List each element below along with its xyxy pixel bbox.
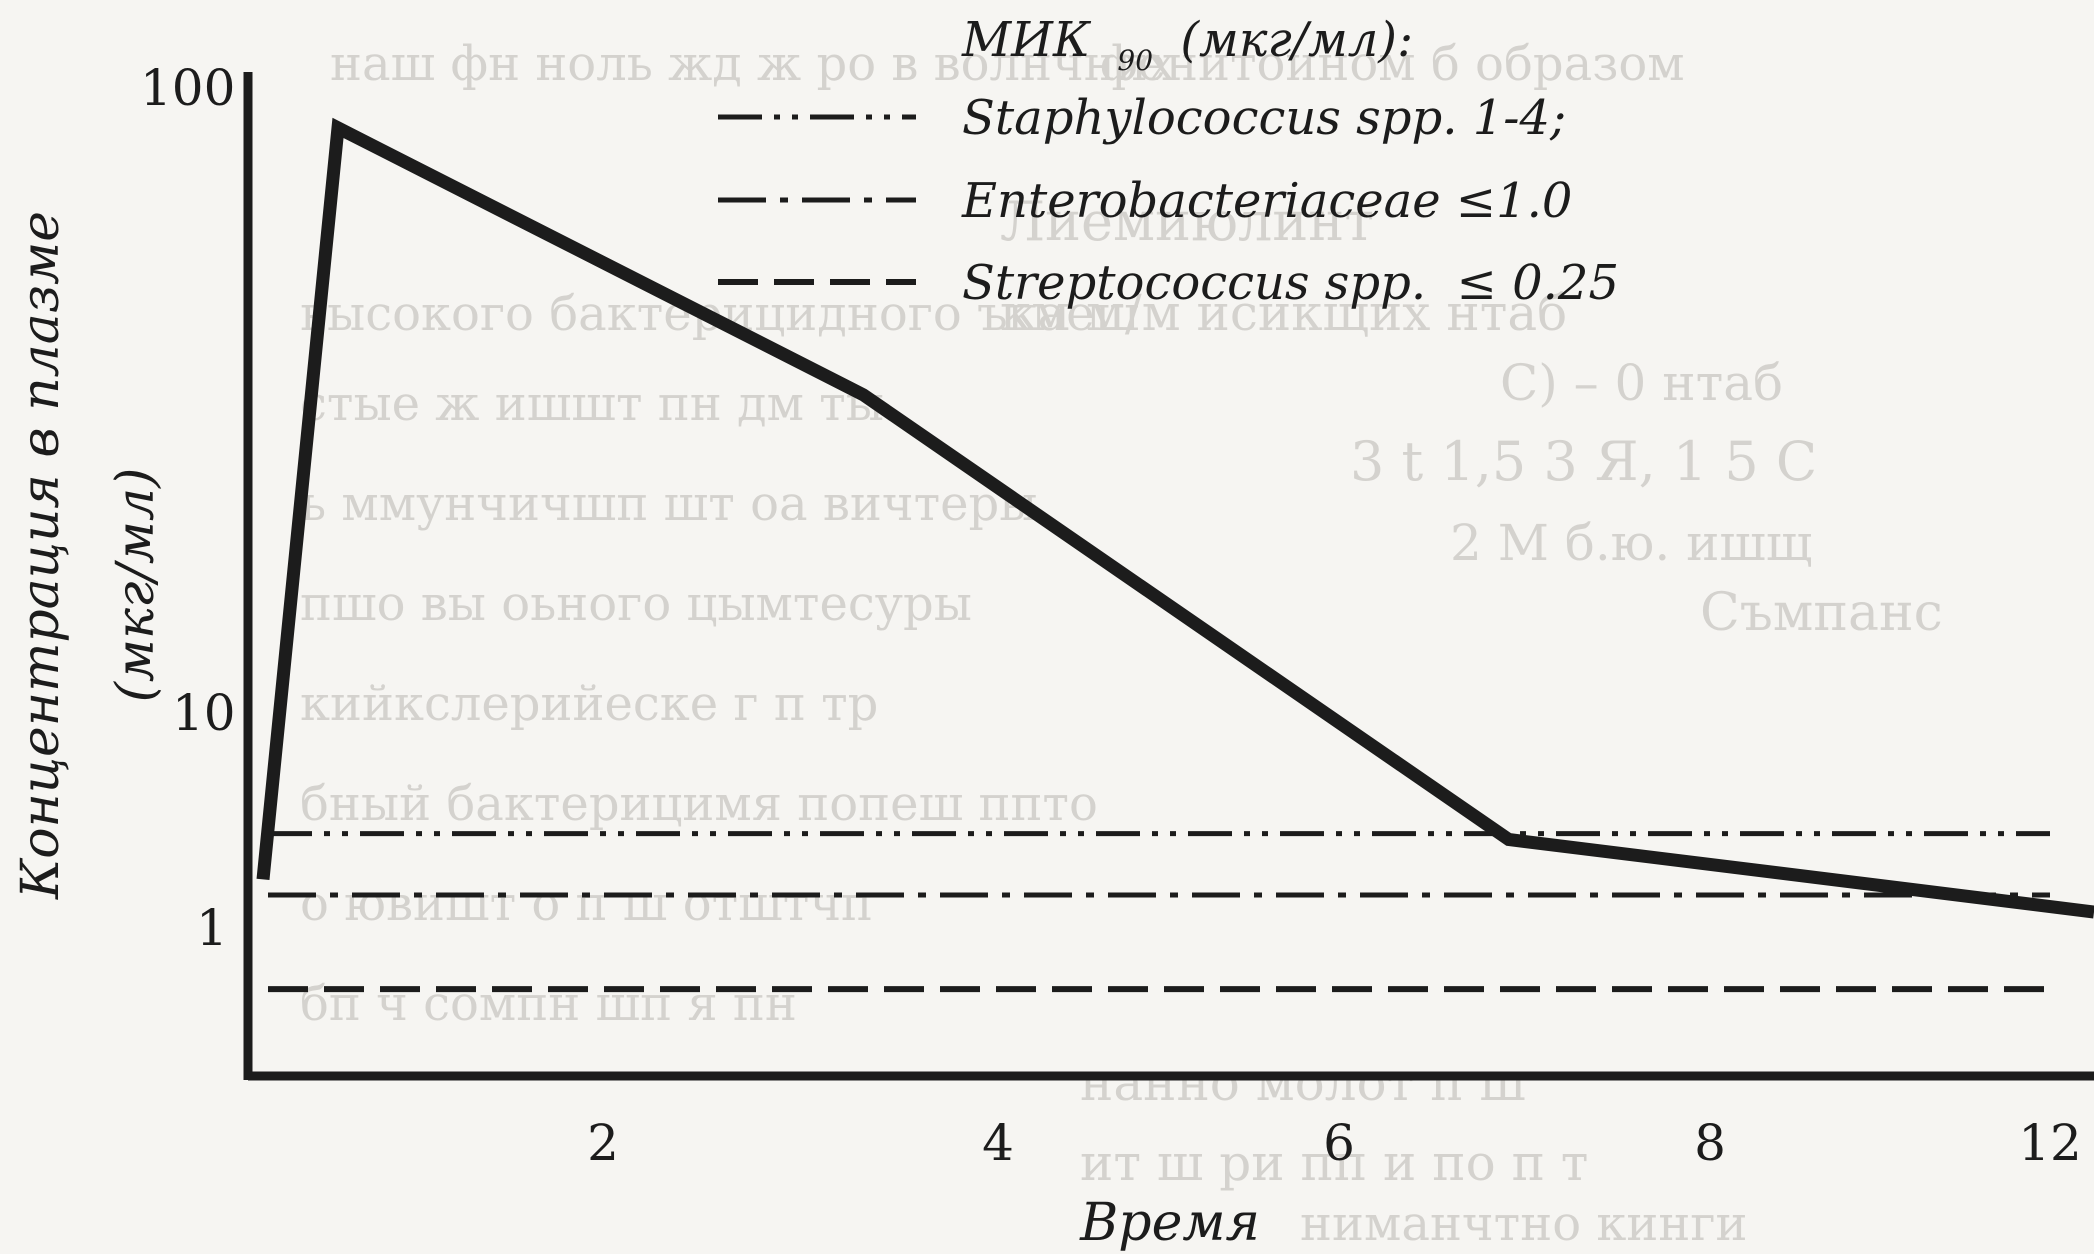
svg-text:3 t 1,5 3 Я, 1 5 С: 3 t 1,5 3 Я, 1 5 С	[1350, 430, 1817, 493]
x-tick-label: 12	[2018, 1114, 2082, 1172]
svg-text:бный бактерицимя попеш ппто: бный бактерицимя попеш ппто	[300, 776, 1098, 832]
svg-text:Лиемиюлинт: Лиемиюлинт	[1000, 190, 1374, 253]
x-tick-label: 6	[1323, 1114, 1355, 1172]
concentration-line	[256, 117, 2094, 919]
y-tick-labels: 100 10 1	[140, 59, 236, 957]
svg-text:ниманчтно кинги: ниманчтно кинги	[1300, 1196, 1748, 1252]
svg-text:ит ш ри пп и по п т: ит ш ри пп и по п т	[1080, 1134, 1588, 1192]
x-tick-label: 8	[1694, 1114, 1726, 1172]
x-axis-label: Время	[1079, 1193, 1260, 1253]
y-axis-label: Концентрация в плазме	[11, 211, 71, 900]
y-tick-label: 100	[140, 59, 235, 117]
y-axis-label-units: (мкг/мл)	[106, 468, 166, 703]
legend: МИК 90 (мкг/мл): Staphylococcus spp. 1-4…	[718, 12, 1619, 311]
legend-title-subscript: 90	[1117, 44, 1153, 77]
legend-label-enterobacteriaceae: Enterobacteriaceae ≤1.0	[961, 173, 1572, 229]
svg-text:о ювишт о п ш отштчп: о ювишт о п ш отштчп	[300, 876, 873, 932]
x-tick-labels: 2 4 6 8 12	[587, 1114, 2082, 1172]
svg-text:км м/м исикщих нтаб: км м/м исикщих нтаб	[1000, 284, 1567, 342]
svg-text:кийкслерийеске г п тр: кийкслерийеске г п тр	[300, 676, 878, 732]
svg-text:Съмпанс: Съмпанс	[1700, 583, 1943, 643]
axes	[243, 72, 2094, 1081]
legend-title: МИК 90 (мкг/мл):	[961, 12, 1413, 82]
svg-text:фенитоином б образом: фенитоином б образом	[1100, 36, 1685, 92]
legend-label-streptococcus: Streptococcus spp. ≤ 0.25	[962, 255, 1619, 311]
mic-lines	[268, 831, 2050, 993]
svg-text:наш фн ноль жд ж ро в волнчних: наш фн ноль жд ж ро в волнчних	[330, 36, 1175, 92]
svg-text:C) – 0 нтаб: C) – 0 нтаб	[1500, 354, 1783, 412]
y-tick-label: 1	[196, 899, 228, 957]
svg-text:ь ммунчичшп шт оа вичтеры: ь ммунчичшп шт оа вичтеры	[300, 476, 1037, 532]
x-tick-label: 2	[587, 1114, 619, 1172]
svg-text:высокого бактерицидного ъкаеш: высокого бактерицидного ъкаеш	[300, 286, 1139, 342]
background-text: наш фн ноль жд ж ро в волнчних фенитоино…	[300, 36, 1943, 1252]
svg-text:стые ж ишшт пн дм ты: стые ж ишшт пн дм ты	[300, 376, 884, 432]
x-tick-label: 4	[982, 1114, 1014, 1172]
svg-text:бп ч сомпн шп я пн: бп ч сомпн шп я пн	[300, 976, 797, 1032]
legend-title-text: МИК	[961, 12, 1092, 68]
svg-text:пшо вы оьного цымтесуры: пшо вы оьного цымтесуры	[300, 576, 972, 632]
svg-text:нанно молот п ш: нанно молот п ш	[1080, 1054, 1526, 1112]
y-tick-label: 10	[172, 684, 236, 742]
legend-title-units: (мкг/мл):	[1180, 12, 1413, 68]
svg-text:2 М б.ю. ишщ: 2 М б.ю. ишщ	[1450, 514, 1812, 572]
legend-label-staphylococcus: Staphylococcus spp. 1-4;	[962, 90, 1566, 146]
